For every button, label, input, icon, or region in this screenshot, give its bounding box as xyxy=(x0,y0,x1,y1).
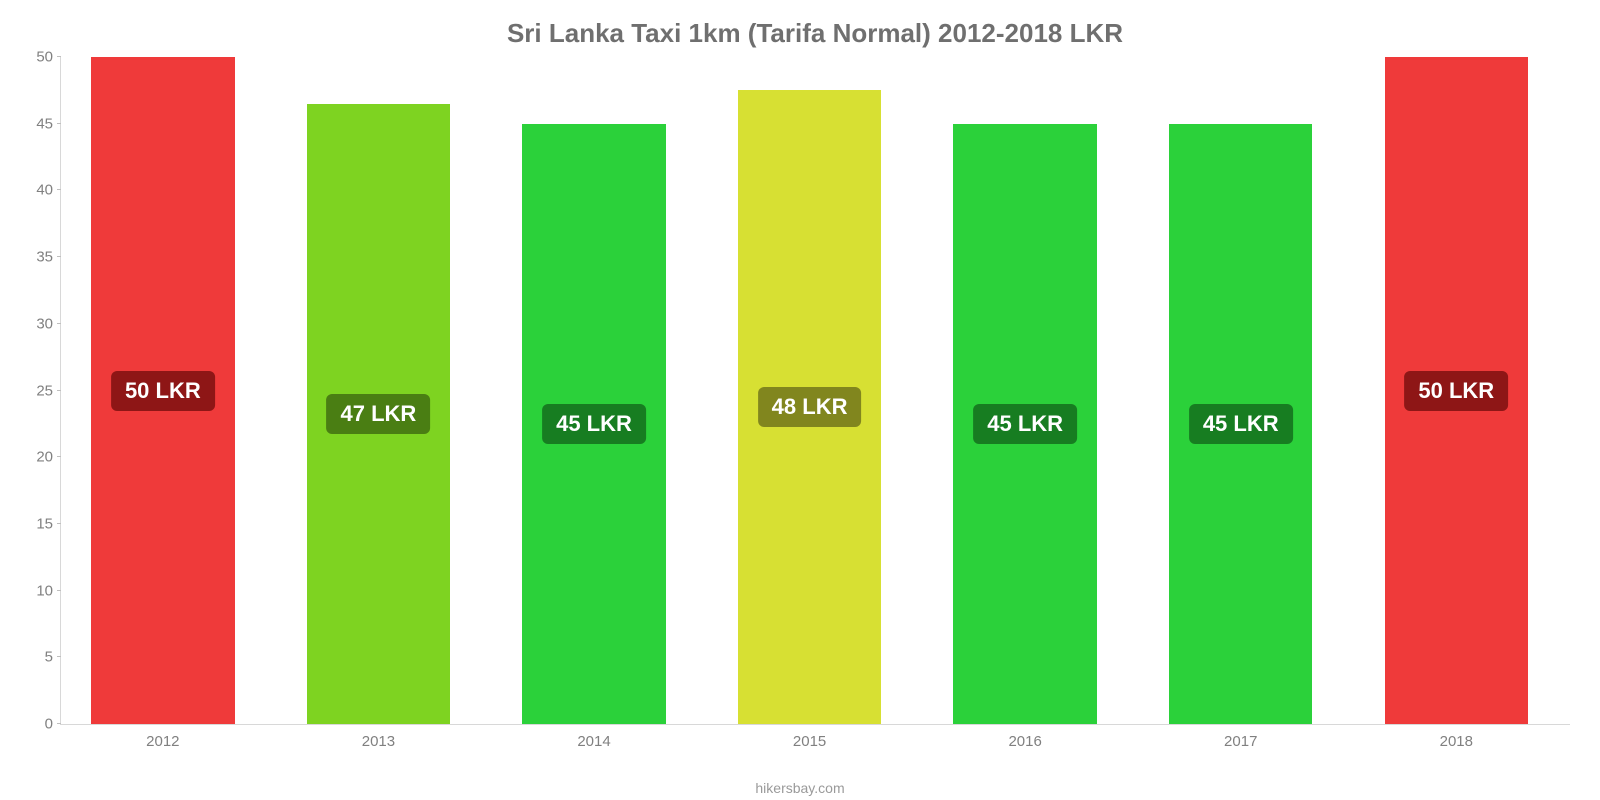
bar-value-label: 45 LKR xyxy=(1189,404,1293,444)
y-tick-mark xyxy=(57,256,61,257)
y-tick-label: 35 xyxy=(17,249,53,266)
y-tick-mark xyxy=(57,390,61,391)
bar: 48 LKR xyxy=(738,90,881,724)
x-tick-label: 2015 xyxy=(793,733,826,750)
y-tick-mark xyxy=(57,723,61,724)
bar: 45 LKR xyxy=(953,124,1096,724)
bar-value-label: 45 LKR xyxy=(542,404,646,444)
bar-value-label: 50 LKR xyxy=(111,371,215,411)
x-tick-label: 2017 xyxy=(1224,733,1257,750)
y-tick-mark xyxy=(57,590,61,591)
bar: 47 LKR xyxy=(307,104,450,724)
y-tick-label: 20 xyxy=(17,449,53,466)
y-tick-label: 50 xyxy=(17,49,53,66)
bar: 45 LKR xyxy=(522,124,665,724)
bar-value-label: 45 LKR xyxy=(973,404,1077,444)
chart-footer: hikersbay.com xyxy=(0,780,1600,796)
y-tick-label: 0 xyxy=(17,716,53,733)
y-tick-mark xyxy=(57,323,61,324)
bar-value-label: 48 LKR xyxy=(758,387,862,427)
y-tick-mark xyxy=(57,656,61,657)
bar-value-label: 50 LKR xyxy=(1404,371,1508,411)
y-tick-label: 10 xyxy=(17,582,53,599)
y-tick-label: 45 xyxy=(17,115,53,132)
y-tick-mark xyxy=(57,523,61,524)
y-tick-mark xyxy=(57,456,61,457)
y-tick-label: 30 xyxy=(17,315,53,332)
bar-value-label: 47 LKR xyxy=(327,394,431,434)
y-tick-label: 40 xyxy=(17,182,53,199)
x-tick-label: 2013 xyxy=(362,733,395,750)
y-tick-label: 5 xyxy=(17,649,53,666)
x-tick-label: 2016 xyxy=(1008,733,1041,750)
y-tick-label: 15 xyxy=(17,515,53,532)
y-tick-mark xyxy=(57,189,61,190)
y-tick-mark xyxy=(57,123,61,124)
y-tick-mark xyxy=(57,56,61,57)
chart-title: Sri Lanka Taxi 1km (Tarifa Normal) 2012-… xyxy=(60,18,1570,49)
x-tick-label: 2012 xyxy=(146,733,179,750)
x-tick-label: 2014 xyxy=(577,733,610,750)
y-tick-label: 25 xyxy=(17,382,53,399)
bar: 50 LKR xyxy=(1385,57,1528,724)
bar: 50 LKR xyxy=(91,57,234,724)
plot-area: 0510152025303540455050 LKR201247 LKR2013… xyxy=(60,57,1570,725)
chart-container: Sri Lanka Taxi 1km (Tarifa Normal) 2012-… xyxy=(0,0,1600,800)
x-tick-label: 2018 xyxy=(1440,733,1473,750)
bar: 45 LKR xyxy=(1169,124,1312,724)
